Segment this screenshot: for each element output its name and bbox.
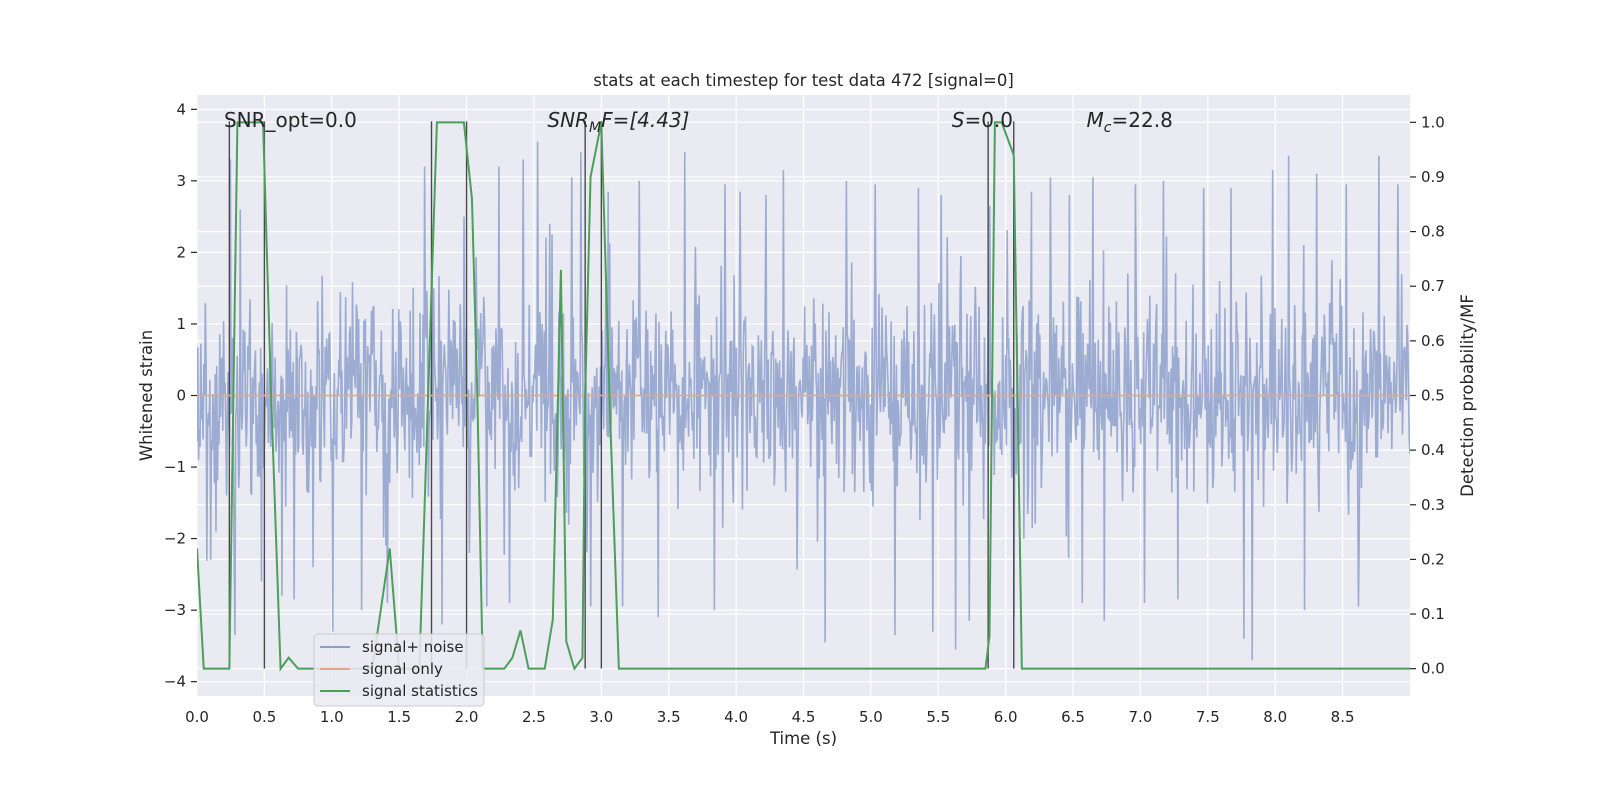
x-tick-label: 4.5 xyxy=(792,708,816,726)
y-tick-label-right: 0.2 xyxy=(1421,550,1445,568)
legend-label-signal-only: signal only xyxy=(362,660,443,678)
x-tick-label: 5.5 xyxy=(926,708,950,726)
annotation-s: S=0.0 xyxy=(952,108,1013,132)
x-tick-label: 4.0 xyxy=(724,708,748,726)
y-tick-label-left: −4 xyxy=(164,673,186,691)
x-tick-label: 0.5 xyxy=(252,708,276,726)
y-tick-label-left: 3 xyxy=(176,172,186,190)
x-tick-label: 1.0 xyxy=(320,708,344,726)
y-tick-label-left: 1 xyxy=(176,315,186,333)
series-signal-statistics xyxy=(197,121,1410,672)
annotation-snr-opt: SNR_opt=0.0 xyxy=(224,108,357,132)
y-tick-label-right: 1.0 xyxy=(1421,113,1445,131)
legend: signal+ noise signal only signal statist… xyxy=(313,633,485,707)
y-tick-label-right: 0.8 xyxy=(1421,223,1445,241)
x-tick-label: 2.0 xyxy=(455,708,479,726)
x-tick-label: 5.0 xyxy=(859,708,883,726)
y-axis-label-right: Detection probability/MF xyxy=(1458,294,1477,497)
x-axis-label: Time (s) xyxy=(769,729,837,748)
series-signal-noise xyxy=(197,141,1410,661)
y-tick-label-left: 0 xyxy=(176,387,186,405)
x-tick-label: 8.0 xyxy=(1263,708,1287,726)
y-tick-label-right: 0.7 xyxy=(1421,277,1445,295)
y-tick-label-left: −3 xyxy=(164,601,186,619)
annotations: SNR_opt=0.0 SNRMF=[4.43] S=0.0 Mc=22.8 xyxy=(224,108,1173,136)
x-tick-label: 6.5 xyxy=(1061,708,1085,726)
y-tick-label-left: −2 xyxy=(164,530,186,548)
x-ticks: 0.0 0.5 1.0 1.5 2.0 2.5 3.0 3.5 4.0 4.5 5.0 5.5 6.0 6… xyxy=(185,708,1354,726)
y-tick-label-right: 0.3 xyxy=(1421,496,1445,514)
y-tick-label-right: 0.4 xyxy=(1421,441,1445,459)
y-tick-label-left: −1 xyxy=(164,458,186,476)
y-tick-label-right: 0.1 xyxy=(1421,605,1445,623)
y-tick-label-left: 2 xyxy=(176,243,186,261)
y-tick-label-right: 0.0 xyxy=(1421,660,1445,678)
x-tick-label: 6.0 xyxy=(994,708,1018,726)
y-tick-label-right: 0.5 xyxy=(1421,387,1445,405)
chart-title: stats at each timestep for test data 472… xyxy=(593,71,1014,90)
legend-box xyxy=(313,633,485,707)
annotation-snr-mf: SNRMF=[4.43] xyxy=(547,108,689,136)
y-axis-label-left: Whitened strain xyxy=(137,330,156,461)
legend-label-signal-statistics: signal statistics xyxy=(362,682,478,700)
x-tick-label: 3.0 xyxy=(589,708,613,726)
series-line-signal-noise xyxy=(197,141,1410,661)
x-tick-label: 7.0 xyxy=(1129,708,1153,726)
plot-content xyxy=(197,121,1410,672)
x-tick-label: 2.5 xyxy=(522,708,546,726)
series-line-signal-statistics xyxy=(197,121,1410,672)
y-tick-label-right: 0.9 xyxy=(1421,168,1445,186)
x-tick-label: 7.5 xyxy=(1196,708,1220,726)
annotation-mc: Mc=22.8 xyxy=(1087,108,1173,136)
y-ticks-left: 4 3 2 1 0 −1 −2 −3 −4 xyxy=(164,100,197,691)
x-tick-label: 8.5 xyxy=(1331,708,1355,726)
y-ticks-right: 1.0 0.9 0.8 0.7 0.6 0.5 0.4 0.3 0.2 0.1 0.0 xyxy=(1410,113,1445,678)
x-tick-label: 3.5 xyxy=(657,708,681,726)
y-tick-label-right: 0.6 xyxy=(1421,332,1445,350)
y-tick-label-left: 4 xyxy=(176,100,186,118)
x-tick-label: 0.0 xyxy=(185,708,209,726)
x-tick-label: 1.5 xyxy=(387,708,411,726)
legend-label-signal-noise: signal+ noise xyxy=(362,638,464,656)
